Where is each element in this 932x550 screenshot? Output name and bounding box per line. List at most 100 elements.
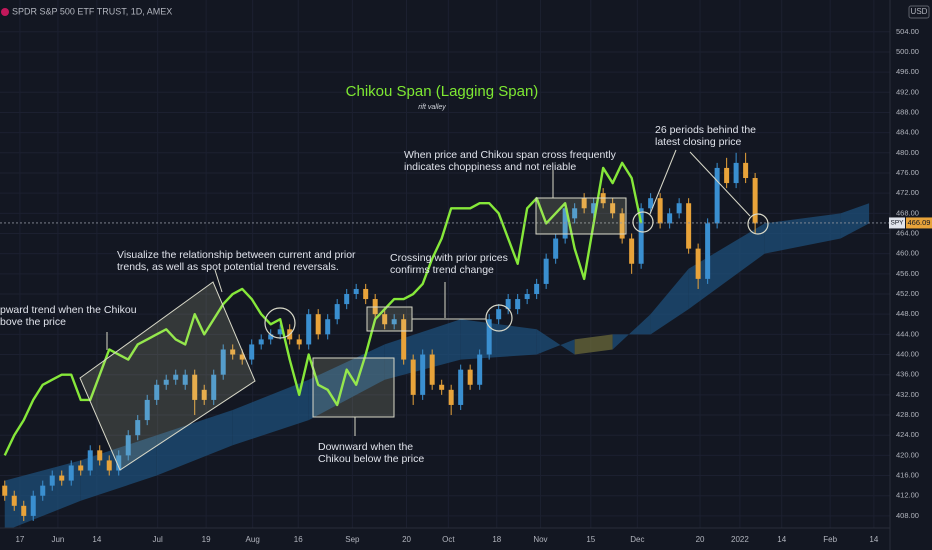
- annotation: Downward when the: [318, 441, 413, 453]
- candle-body: [182, 374, 188, 385]
- y-tick-label: 456.00: [896, 269, 919, 278]
- candle-body: [192, 374, 198, 400]
- annotation: 26 periods behind the: [655, 124, 756, 136]
- candle-body: [420, 354, 426, 395]
- annotation: bove the price: [0, 316, 66, 328]
- candle-body: [220, 349, 226, 375]
- candle-body: [249, 344, 255, 360]
- y-tick-label: 468.00: [896, 208, 919, 217]
- candle-body: [477, 354, 483, 385]
- chikou-ring: [632, 211, 654, 233]
- annotation: Crossing with prior prices: [390, 252, 508, 264]
- price-tag-bg: [906, 217, 932, 229]
- candle-body: [724, 167, 730, 184]
- candle-body: [657, 198, 663, 224]
- connector: [214, 269, 223, 293]
- x-tick-label: Jul: [153, 535, 163, 544]
- x-tick-label: 14: [92, 535, 101, 544]
- y-tick-label: 424.00: [896, 430, 919, 439]
- candle-body: [144, 399, 150, 421]
- candle-body: [334, 304, 340, 320]
- candle-body: [667, 213, 673, 224]
- candle-body: [553, 238, 559, 259]
- y-tick-label: 436.00: [896, 370, 919, 379]
- candle-body: [135, 420, 141, 436]
- candle-body: [97, 450, 103, 461]
- x-tick-label: 17: [15, 535, 24, 544]
- candle-body: [306, 314, 312, 345]
- candle-body: [496, 309, 502, 320]
- cloud-segment: [232, 379, 309, 446]
- x-tick-label: 14: [777, 535, 786, 544]
- annotation: When price and Chikou span cross frequen…: [404, 149, 617, 161]
- candle-body: [401, 319, 407, 360]
- candle-body: [591, 203, 597, 214]
- candle-body: [714, 167, 720, 224]
- candle-body: [439, 384, 445, 390]
- x-tick-label: 18: [492, 535, 501, 544]
- candle-body: [638, 208, 644, 264]
- annotation: confirms trend change: [390, 264, 494, 276]
- candle-body: [78, 465, 84, 471]
- chikou-line: [3, 161, 643, 456]
- cross-ring: [264, 307, 296, 339]
- candle-body: [581, 198, 587, 209]
- close-ring: [747, 213, 769, 235]
- cross-box: [366, 306, 413, 332]
- annotation: indicates choppiness and not reliable: [404, 161, 576, 173]
- y-tick-label: 412.00: [896, 491, 919, 500]
- candle-body: [40, 485, 46, 496]
- x-tick-label: Oct: [442, 535, 455, 544]
- x-tick-label: Jun: [51, 535, 64, 544]
- y-tick-label: 428.00: [896, 410, 919, 419]
- candle-body: [116, 455, 122, 471]
- candle-body: [363, 288, 369, 300]
- candle-body: [30, 495, 36, 516]
- x-tick-label: 19: [202, 535, 211, 544]
- candle-body: [572, 208, 578, 219]
- y-tick-label: 408.00: [896, 511, 919, 520]
- y-tick-label: 500.00: [896, 47, 919, 56]
- candle-body: [610, 203, 616, 214]
- y-tick-label: 464.00: [896, 228, 919, 237]
- y-tick-label: 472.00: [896, 188, 919, 197]
- candle-body: [458, 369, 464, 405]
- price-axis-bg: [890, 0, 932, 550]
- y-tick-label: 420.00: [896, 450, 919, 459]
- y-tick-label: 504.00: [896, 27, 919, 36]
- x-tick-label: Nov: [533, 535, 547, 544]
- candle-body: [87, 450, 93, 471]
- currency: USD: [911, 7, 928, 16]
- x-tick-label: Aug: [246, 535, 260, 544]
- candle-body: [695, 248, 701, 279]
- candle-body: [173, 374, 179, 380]
- trend-box: [79, 281, 256, 471]
- candle-body: [201, 389, 207, 400]
- y-tick-label: 480.00: [896, 148, 919, 157]
- candle-body: [534, 283, 540, 295]
- candle-body: [743, 162, 749, 179]
- cloud-segment: [764, 213, 841, 254]
- candle-body: [277, 329, 283, 335]
- candle-body: [429, 354, 435, 385]
- candle-body: [154, 384, 160, 400]
- candle-body: [11, 495, 17, 506]
- candle-body: [448, 389, 454, 405]
- candle-body: [59, 475, 65, 481]
- x-tick-label: 15: [586, 535, 595, 544]
- candle-body: [68, 465, 74, 481]
- candles: [2, 152, 758, 521]
- candle-body: [524, 294, 530, 300]
- candle-body: [619, 213, 625, 239]
- axes: 408.00 412.00 416.00 420.00 424.00 428.00 432.…: [15, 27, 918, 544]
- x-tick-label: 16: [294, 535, 303, 544]
- connector: [649, 149, 677, 215]
- annotation: trends, as well as spot potential trend …: [117, 261, 339, 273]
- x-tick-label: Sep: [345, 535, 360, 544]
- candle-body: [705, 223, 711, 279]
- symbol-tag-bg: [889, 217, 905, 229]
- x-tick-label: Dec: [630, 535, 644, 544]
- y-tick-label: 460.00: [896, 249, 919, 258]
